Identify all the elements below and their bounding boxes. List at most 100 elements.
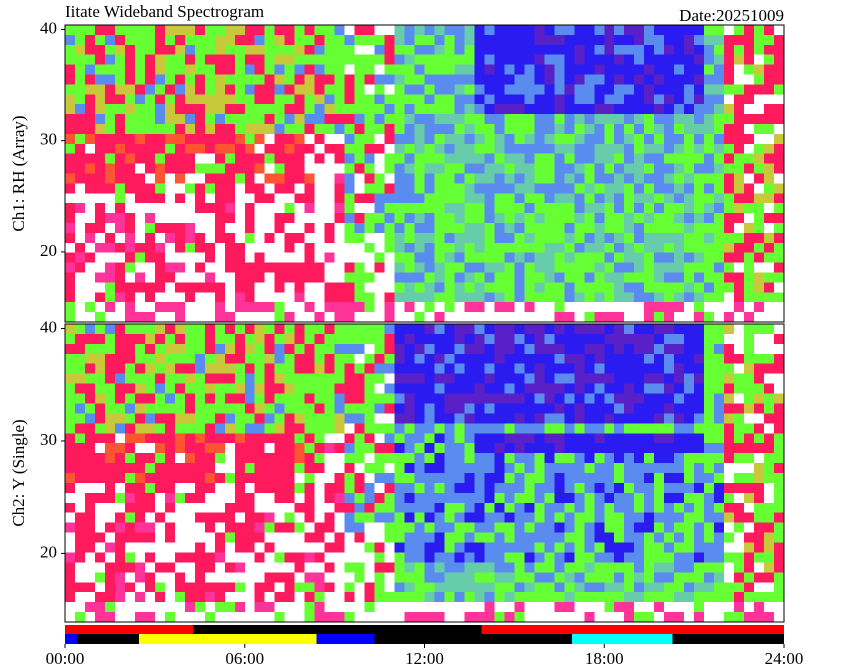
spectrogram-cell xyxy=(444,453,455,464)
spectrogram-cell xyxy=(344,423,356,434)
spectrogram-cell xyxy=(454,592,465,603)
spectrogram-cell xyxy=(184,262,196,273)
spectrogram-cell xyxy=(724,124,735,135)
spectrogram-cell xyxy=(194,153,206,165)
spectrogram-cell xyxy=(104,373,116,385)
spectrogram-cell xyxy=(314,453,326,464)
spectrogram-cell xyxy=(724,363,735,375)
spectrogram-cell xyxy=(714,403,725,414)
spectrogram-cell xyxy=(134,343,146,355)
spectrogram-cell xyxy=(534,153,545,165)
spectrogram-cell xyxy=(74,94,86,105)
spectrogram-cell xyxy=(584,393,595,404)
spectrogram-cell xyxy=(774,44,785,56)
spectrogram-cell xyxy=(254,413,266,424)
spectrogram-cell xyxy=(714,383,725,395)
spectrogram-cell xyxy=(574,333,585,345)
spectrogram-cell xyxy=(84,433,96,444)
spectrogram-cell xyxy=(594,25,605,36)
spectrogram-cell xyxy=(74,193,86,204)
spectrogram-cell xyxy=(714,512,725,524)
spectrogram-cell xyxy=(764,463,775,474)
spectrogram-cell xyxy=(514,592,525,603)
spectrogram-cell xyxy=(604,252,615,264)
spectrogram-cell xyxy=(374,124,386,135)
spectrogram-cell xyxy=(664,242,675,254)
spectrogram-cell xyxy=(374,532,386,544)
spectrogram-cell xyxy=(444,94,455,105)
spectrogram-cell xyxy=(644,54,655,66)
spectrogram-cell xyxy=(394,84,406,95)
spectrogram-cell xyxy=(614,193,625,204)
spectrogram-cell xyxy=(114,612,126,623)
spectrogram-cell xyxy=(134,114,146,125)
spectrogram-cell xyxy=(574,363,585,375)
spectrogram-cell xyxy=(304,343,316,355)
spectrogram-cell xyxy=(714,343,725,355)
spectrogram-cell xyxy=(244,104,256,115)
spectrogram-cell xyxy=(504,562,515,573)
spectrogram-cell xyxy=(344,562,356,573)
spectrogram-cell xyxy=(134,312,146,323)
spectrogram-cell xyxy=(324,582,336,593)
spectrogram-cell xyxy=(284,433,296,444)
spectrogram-cell xyxy=(384,403,396,414)
spectrogram-cell xyxy=(734,64,745,75)
spectrogram-cell xyxy=(734,183,745,194)
spectrogram-cell xyxy=(654,203,665,214)
spectrogram-cell xyxy=(424,333,435,345)
spectrogram-cell xyxy=(204,223,216,234)
spectrogram-cell xyxy=(604,282,615,293)
spectrogram-cell xyxy=(104,542,116,553)
spectrogram-cell xyxy=(294,242,306,254)
spectrogram-cell xyxy=(174,443,186,454)
spectrogram-cell xyxy=(774,143,785,155)
spectrogram-cell xyxy=(714,312,725,323)
spectrogram-cell xyxy=(454,44,465,56)
spectrogram-cell xyxy=(354,232,366,244)
spectrogram-cell xyxy=(314,292,326,303)
spectrogram-cell xyxy=(664,333,675,345)
spectrogram-cell xyxy=(204,173,216,184)
spectrogram-cell xyxy=(164,463,176,474)
spectrogram-cell xyxy=(204,582,216,593)
spectrogram-cell xyxy=(384,114,396,125)
spectrogram-cell xyxy=(664,54,675,66)
spectrogram-cell xyxy=(764,592,775,603)
spectrogram-cell xyxy=(584,163,595,174)
spectrogram-cell xyxy=(114,353,126,365)
spectrogram-cell xyxy=(504,582,515,593)
spectrogram-cell xyxy=(324,34,336,46)
spectrogram-cell xyxy=(104,492,116,504)
spectrogram-cell xyxy=(174,453,186,464)
spectrogram-cell xyxy=(714,393,725,404)
spectrogram-cell xyxy=(404,542,416,553)
spectrogram-cell xyxy=(644,64,655,75)
spectrogram-cell xyxy=(494,143,505,155)
spectrogram-cell xyxy=(644,602,655,613)
spectrogram-cell xyxy=(184,54,196,66)
spectrogram-cell xyxy=(384,193,396,204)
spectrogram-cell xyxy=(554,104,565,115)
spectrogram-cell xyxy=(754,572,765,583)
spectrogram-cell xyxy=(574,213,585,224)
spectrogram-cell xyxy=(444,25,455,36)
spectrogram-cell xyxy=(554,262,565,273)
spectrogram-cell xyxy=(444,592,455,603)
spectrogram-cell xyxy=(354,473,366,484)
spectrogram-cell xyxy=(744,423,755,434)
spectrogram-cell xyxy=(234,423,246,434)
spectrogram-cell xyxy=(584,552,595,563)
spectrogram-cell xyxy=(434,473,445,484)
spectrogram-cell xyxy=(524,343,535,355)
spectrogram-cell xyxy=(724,612,735,623)
spectrogram-cell xyxy=(464,473,475,484)
spectrogram-cell xyxy=(414,143,425,155)
spectrogram-cell xyxy=(114,25,126,36)
spectrogram-cell xyxy=(704,463,715,474)
spectrogram-cell xyxy=(414,572,425,583)
spectrogram-cell xyxy=(464,114,475,125)
spectrogram-cell xyxy=(754,262,765,273)
spectrogram-cell xyxy=(544,423,555,434)
spectrogram-cell xyxy=(104,612,116,623)
